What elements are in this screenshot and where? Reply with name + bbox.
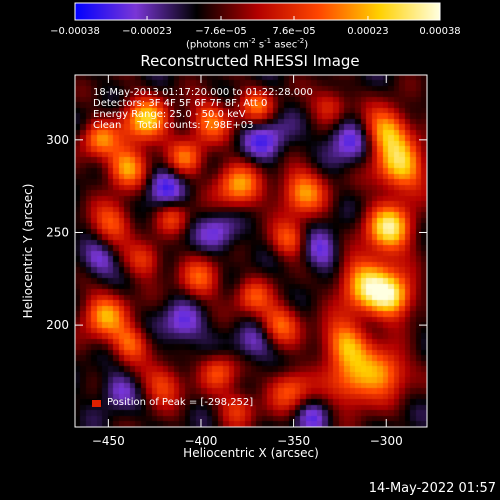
annotation-energy: Energy Range: 25.0 - 50.0 keV bbox=[93, 109, 246, 120]
y-axis-ticks: 200 250 300 bbox=[46, 133, 427, 332]
plot-frame bbox=[74, 74, 428, 428]
x-tick-label: −300 bbox=[370, 434, 403, 448]
plot-area bbox=[75, 75, 427, 427]
y-tick-label: 250 bbox=[46, 225, 69, 239]
colorbar-ticks: −0.00038 −0.00023 −7.6e−05 7.6e−05 0.00023 0.… bbox=[50, 16, 461, 37]
y-axis-label: Heliocentric Y (arcsec) bbox=[21, 183, 35, 319]
colorbar-bar bbox=[74, 2, 441, 21]
colorbar-tick-label: −0.00023 bbox=[122, 26, 172, 37]
x-axis-label: Heliocentric X (arcsec) bbox=[183, 446, 319, 460]
annotation-peak: Position of Peak = [-298,252] bbox=[107, 397, 254, 408]
annotation-time: 18-May-2013 01:17:20.000 to 01:22:28.000 bbox=[93, 87, 313, 98]
colorbar-tick-label: −7.6e−05 bbox=[195, 26, 247, 37]
colorbar-tick-label: −0.00038 bbox=[50, 26, 100, 37]
colorbar: −0.00038 −0.00023 −7.6e−05 7.6e−05 0.00023 0.… bbox=[50, 2, 461, 37]
peak-legend-marker bbox=[92, 400, 101, 407]
x-axis-ticks: −450 −400 −350 −300 bbox=[92, 75, 403, 448]
colorbar-tick-label: 7.6e−05 bbox=[272, 26, 315, 37]
y-tick-label: 200 bbox=[46, 318, 69, 332]
x-tick-label: −350 bbox=[277, 434, 310, 448]
x-tick-label: −400 bbox=[184, 434, 217, 448]
heatmap-image bbox=[75, 75, 427, 427]
annotation-clean: Clean Total counts: 7.98E+03 bbox=[93, 120, 254, 131]
footer-timestamp: 14-May-2022 01:57 bbox=[368, 481, 496, 496]
colorbar-tick-label: 0.00023 bbox=[347, 26, 388, 37]
annotation-detectors: Detectors: 3F 4F 5F 6F 7F 8F, Att 0 bbox=[93, 98, 268, 109]
y-tick-label: 300 bbox=[46, 133, 69, 147]
chart-title: Reconstructed RHESSI Image bbox=[140, 52, 360, 70]
x-tick-label: −450 bbox=[92, 434, 125, 448]
colorbar-units: (photons cm-2 s-1 asec-2) bbox=[186, 37, 309, 51]
colorbar-tick-label: 0.00038 bbox=[419, 26, 460, 37]
